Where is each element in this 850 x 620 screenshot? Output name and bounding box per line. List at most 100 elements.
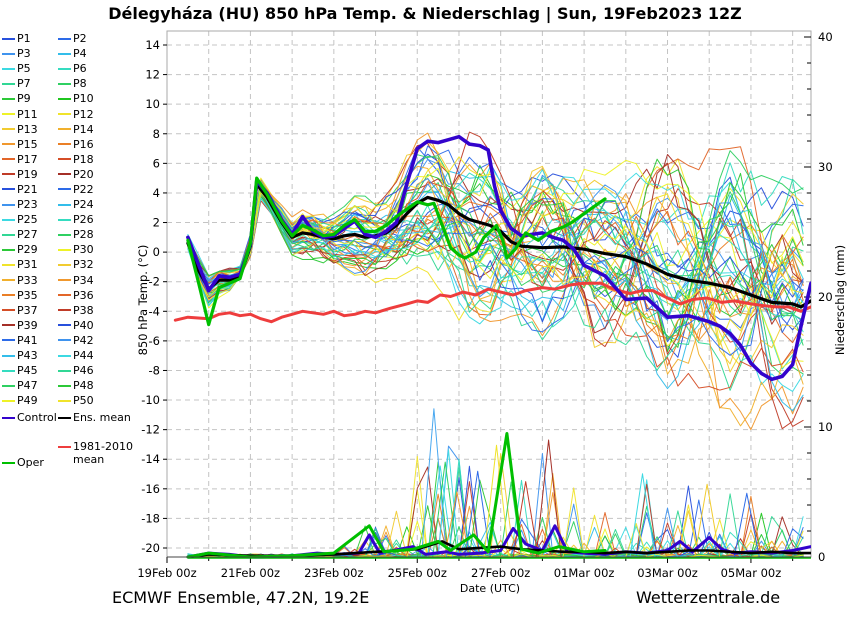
- legend-item-control: Control: [2, 411, 57, 424]
- member-line-swatch: [58, 203, 71, 206]
- member-line-swatch: [58, 52, 71, 55]
- legend-member-label: P31: [17, 258, 38, 272]
- legend-member-label: P12: [73, 107, 94, 121]
- legend-item-p33: P33: [2, 275, 58, 286]
- member-line-swatch: [2, 113, 15, 116]
- legend-item-p28: P28: [58, 229, 134, 240]
- member-line-swatch: [2, 309, 15, 312]
- legend-item-p22: P22: [58, 184, 134, 195]
- member-line-swatch: [2, 203, 15, 206]
- legend-item-p30: P30: [58, 244, 134, 255]
- legend-item-p5: P5: [2, 63, 58, 74]
- member-line-swatch: [58, 173, 71, 176]
- legend-item-p38: P38: [58, 305, 134, 316]
- svg-text:30: 30: [818, 160, 833, 174]
- legend-item-p29: P29: [2, 244, 58, 255]
- legend-climate-label-line1: 1981-2010: [73, 440, 133, 453]
- member-line-swatch: [2, 354, 15, 357]
- legend-member-label: P26: [73, 213, 94, 227]
- ensemble-legend: P1 P2 P3 P4 P5 P6 P7 P8 P9 P10 P11 P12 P13 P14 P15 P16 P…: [2, 31, 134, 408]
- legend-item-p7: P7: [2, 78, 58, 89]
- svg-text:27Feb 00z: 27Feb 00z: [471, 566, 530, 580]
- svg-text:23Feb 00z: 23Feb 00z: [304, 566, 363, 580]
- legend-control-label: Control: [17, 411, 57, 424]
- legend-item-p2: P2: [58, 33, 134, 44]
- site-credit: Wetterzentrale.de: [636, 588, 781, 607]
- legend-member-label: P1: [17, 32, 31, 46]
- member-line-swatch: [58, 67, 71, 70]
- legend-item-p26: P26: [58, 214, 134, 225]
- legend-item-p41: P41: [2, 335, 58, 346]
- legend-item-p12: P12: [58, 109, 134, 120]
- legend-member-label: P49: [17, 394, 38, 408]
- member-line-swatch: [2, 82, 15, 85]
- legend-member-label: P40: [73, 318, 94, 332]
- legend-member-label: P4: [73, 47, 87, 61]
- svg-text:-6: -6: [149, 334, 160, 348]
- svg-text:0: 0: [153, 245, 160, 259]
- member-line-swatch: [58, 279, 71, 282]
- legend-item-p3: P3: [2, 48, 58, 59]
- legend-item-p25: P25: [2, 214, 58, 225]
- oper-line-swatch: [2, 461, 15, 464]
- control-line-swatch: [2, 416, 15, 419]
- legend-item-p31: P31: [2, 259, 58, 270]
- legend-item-p43: P43: [2, 350, 58, 361]
- legend-item-p24: P24: [58, 199, 134, 210]
- member-line-swatch: [2, 37, 15, 40]
- member-line-swatch: [2, 67, 15, 70]
- legend-member-label: P42: [73, 333, 94, 347]
- member-line-swatch: [58, 248, 71, 251]
- legend-item-p39: P39: [2, 320, 58, 331]
- member-line-swatch: [58, 188, 71, 191]
- legend-item-p23: P23: [2, 199, 58, 210]
- legend-member-label: P46: [73, 364, 94, 378]
- legend-item-p8: P8: [58, 78, 134, 89]
- model-info: ECMWF Ensemble, 47.2N, 19.2E: [112, 588, 370, 607]
- legend-item-climate-mean: 1981-2010: [58, 440, 133, 453]
- legend-member-label: P29: [17, 243, 38, 257]
- legend-item-p10: P10: [58, 93, 134, 104]
- legend-item-climate-mean-line2: mean: [73, 453, 104, 466]
- legend-member-label: P14: [73, 122, 94, 136]
- legend-member-label: P39: [17, 318, 38, 332]
- svg-text:14: 14: [145, 38, 160, 52]
- svg-text:-18: -18: [141, 511, 160, 525]
- legend-item-p6: P6: [58, 63, 134, 74]
- member-line-swatch: [2, 173, 15, 176]
- legend-member-label: P43: [17, 349, 38, 363]
- svg-text:-4: -4: [149, 304, 160, 318]
- svg-text:25Feb 00z: 25Feb 00z: [388, 566, 447, 580]
- svg-text:2: 2: [153, 216, 160, 230]
- member-line-swatch: [2, 143, 15, 146]
- legend-member-label: P11: [17, 107, 38, 121]
- member-line-swatch: [2, 324, 15, 327]
- legend-item-p14: P14: [58, 124, 134, 135]
- member-line-swatch: [2, 384, 15, 387]
- svg-text:-16: -16: [141, 482, 160, 496]
- legend-item-p9: P9: [2, 93, 58, 104]
- member-line-swatch: [2, 128, 15, 131]
- legend-member-label: P21: [17, 182, 38, 196]
- legend-item-oper: Oper: [2, 456, 44, 469]
- legend-member-label: P44: [73, 349, 94, 363]
- legend-member-label: P47: [17, 379, 38, 393]
- svg-text:40: 40: [818, 30, 833, 44]
- legend-member-label: P25: [17, 213, 38, 227]
- member-line-swatch: [58, 128, 71, 131]
- member-line-swatch: [2, 218, 15, 221]
- legend-climate-label-line2: mean: [73, 453, 105, 466]
- legend-item-p1: P1: [2, 33, 58, 44]
- legend-item-p20: P20: [58, 169, 134, 180]
- svg-text:8: 8: [153, 127, 160, 141]
- legend-members-grid: P1 P2 P3 P4 P5 P6 P7 P8 P9 P10 P11 P12 P13 P14 P15 P16 P…: [2, 31, 134, 408]
- svg-text:10: 10: [818, 420, 833, 434]
- legend-item-p46: P46: [58, 365, 134, 376]
- member-line-swatch: [58, 324, 71, 327]
- svg-text:10: 10: [145, 97, 160, 111]
- legend-item-p50: P50: [58, 395, 134, 406]
- legend-member-label: P9: [17, 92, 31, 106]
- legend-oper-label: Oper: [17, 456, 44, 469]
- legend-item-p34: P34: [58, 275, 134, 286]
- legend-member-label: P30: [73, 243, 94, 257]
